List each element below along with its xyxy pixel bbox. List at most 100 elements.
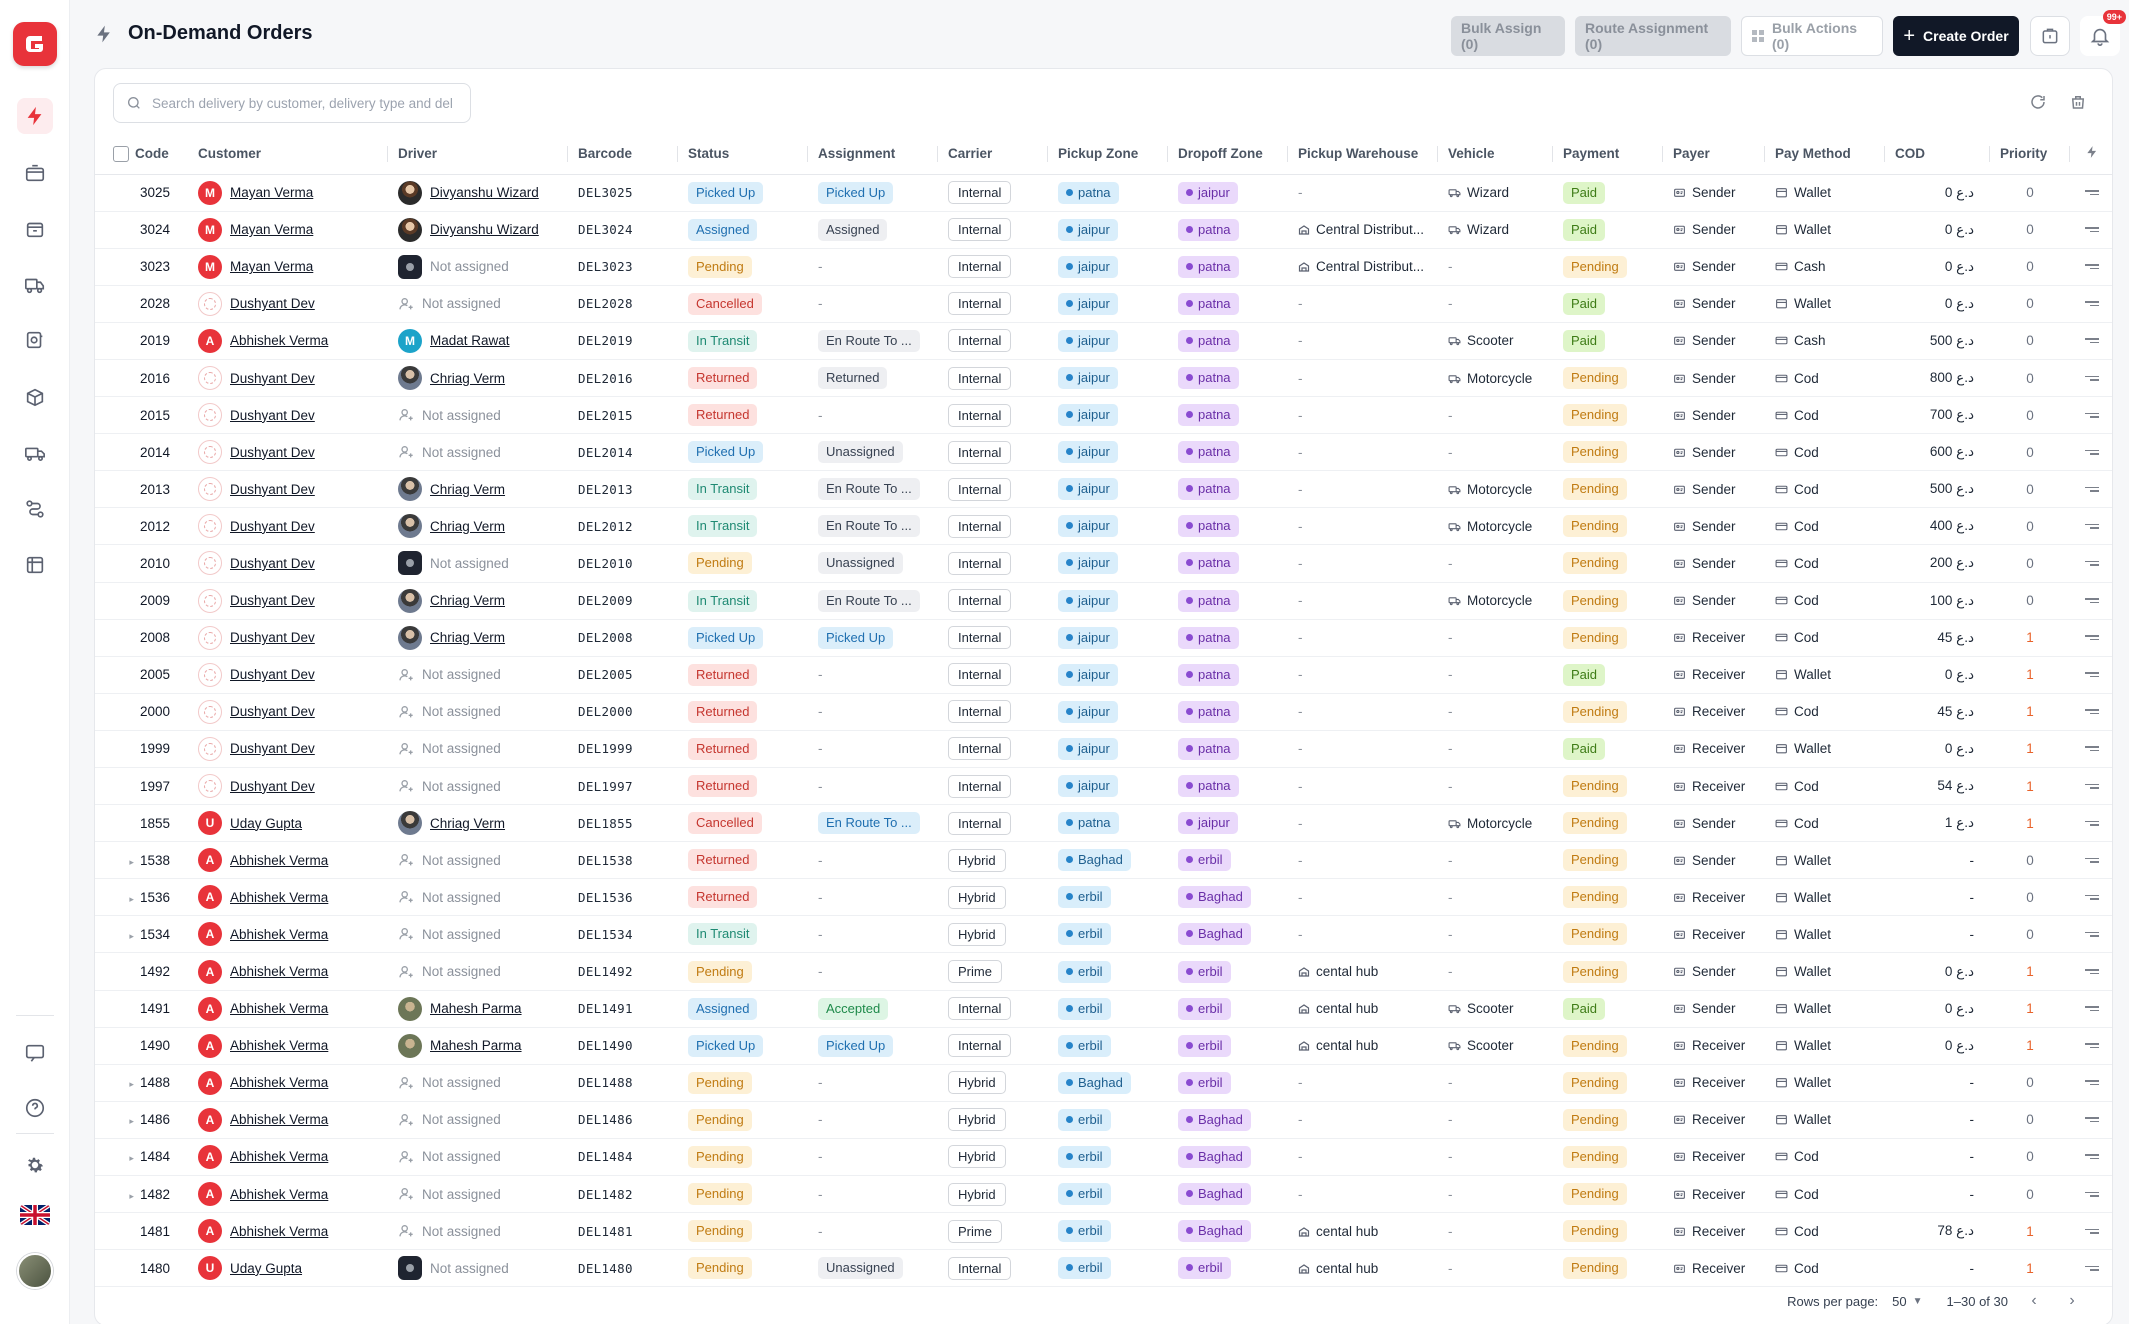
previous-page-chevron-left-icon[interactable]: ‹ [2031,1292,2037,1309]
expand-row-chevron-icon[interactable]: ▸ [129,893,134,904]
order-code[interactable]: 2012 [139,518,170,534]
search-input[interactable] [152,95,462,111]
driver-name-link[interactable]: Chriag Verm [430,518,506,534]
order-code[interactable]: 1534 [139,926,170,942]
order-code[interactable]: 2009 [139,593,170,609]
table-row[interactable]: 1491 A Abhishek Verma Mahesh Parma DEL1491 As… [95,990,2112,1028]
sidebar-reports-icon[interactable] [17,547,53,583]
sidebar-payments-icon[interactable] [17,322,53,358]
driver-name-link[interactable]: Madat Rawat [430,333,510,349]
row-menu-icon[interactable] [2085,930,2099,939]
notifications-bell-icon[interactable]: 99+ [2080,10,2126,56]
driver-name-link[interactable]: Chriag Verm [430,630,506,646]
order-code[interactable]: 1486 [139,1112,170,1128]
driver-name-link[interactable]: Chriag Verm [430,481,506,497]
column-header-priority[interactable]: Priority [1990,134,2070,175]
order-code[interactable]: 1536 [139,889,170,905]
customer-name-link[interactable]: Dushyant Dev [230,296,315,312]
table-row[interactable]: 1855 U Uday Gupta Chriag Verm DEL1855 Cancell… [95,804,2112,843]
customer-name-link[interactable]: Uday Gupta [230,1260,303,1276]
row-menu-icon[interactable] [2085,1041,2099,1050]
row-menu-icon[interactable] [2085,411,2099,420]
column-header-status[interactable]: Status [678,134,808,175]
expand-row-chevron-icon[interactable]: ▸ [129,1190,134,1201]
scan-package-icon[interactable] [2030,16,2070,56]
clear-filters-icon[interactable] [2063,87,2093,117]
order-code[interactable]: 2005 [139,667,170,683]
order-code[interactable]: 1997 [139,778,170,794]
row-menu-icon[interactable] [2085,1264,2099,1273]
customer-name-link[interactable]: Abhishek Verma [230,1112,329,1128]
sidebar-fleet-icon[interactable] [17,435,53,471]
column-header-pickup-zone[interactable]: Pickup Zone [1048,134,1168,175]
table-row[interactable]: 2005 Dushyant Dev Not assigned DEL2005 Retur… [95,656,2112,694]
table-row[interactable]: ▸ 1482 A Abhishek Verma Not assigned DEL1482 P… [95,1175,2112,1214]
table-row[interactable]: 1490 A Abhishek Verma Mahesh Parma DEL1490 Pi… [95,1027,2112,1065]
customer-name-link[interactable]: Uday Gupta [230,815,303,831]
row-menu-icon[interactable] [2085,262,2099,271]
column-header-payment[interactable]: Payment [1553,134,1663,175]
expand-row-chevron-icon[interactable]: ▸ [129,1079,134,1090]
order-code[interactable]: 2008 [139,630,170,646]
order-code[interactable]: 1492 [139,964,170,980]
table-row[interactable]: ▸ 1484 A Abhishek Verma Not assigned DEL1484 P… [95,1138,2112,1177]
order-code[interactable]: 1482 [139,1186,170,1202]
customer-name-link[interactable]: Abhishek Verma [230,889,329,905]
language-uk-flag-icon[interactable] [20,1205,50,1225]
table-row[interactable]: 2013 Dushyant Dev Chriag Verm DEL2013 In Tra… [95,470,2112,509]
driver-name-link[interactable]: Mahesh Parma [430,1001,522,1017]
table-row[interactable]: 2019 A Abhishek Verma M Madat Rawat DEL2019 In… [95,322,2112,360]
order-code[interactable]: 1855 [139,815,170,831]
order-code[interactable]: 1488 [139,1075,170,1091]
customer-name-link[interactable]: Abhishek Verma [230,333,329,349]
order-code[interactable]: 2014 [139,444,170,460]
table-row[interactable]: 2009 Dushyant Dev Chriag Verm DEL2009 In Tra… [95,582,2112,620]
sidebar-chat-icon[interactable] [17,1035,53,1071]
customer-name-link[interactable]: Dushyant Dev [230,555,315,571]
row-menu-icon[interactable] [2085,299,2099,308]
create-order-button[interactable]: + Create Order [1893,16,2019,56]
customer-name-link[interactable]: Dushyant Dev [230,518,315,534]
order-code[interactable]: 2010 [139,555,170,571]
search-box[interactable] [113,83,471,123]
table-row[interactable]: ▸ 1486 A Abhishek Verma Not assigned DEL1486 P… [95,1101,2112,1139]
sidebar-boxes-icon[interactable] [17,211,53,247]
order-code[interactable]: 1490 [139,1038,170,1054]
table-row[interactable]: 1997 Dushyant Dev Not assigned DEL1997 Retur… [95,767,2112,806]
row-menu-icon[interactable] [2085,856,2099,865]
order-code[interactable]: 1999 [139,741,170,757]
column-header-driver[interactable]: Driver [388,134,568,175]
row-menu-icon[interactable] [2085,596,2099,605]
table-row[interactable]: ▸ 1534 A Abhishek Verma Not assigned DEL1534 I… [95,915,2112,954]
order-code[interactable]: 2013 [139,481,170,497]
order-code[interactable]: 2019 [139,333,170,349]
row-menu-icon[interactable] [2085,819,2099,828]
row-menu-icon[interactable] [2085,336,2099,345]
order-code[interactable]: 2000 [139,704,170,720]
column-header-barcode[interactable]: Barcode [568,134,678,175]
order-code[interactable]: 2016 [139,370,170,386]
column-header-payer[interactable]: Payer [1663,134,1765,175]
customer-name-link[interactable]: Mayan Verma [230,259,314,275]
customer-name-link[interactable]: Dushyant Dev [230,593,315,609]
customer-name-link[interactable]: Dushyant Dev [230,704,315,720]
order-code[interactable]: 3025 [139,185,170,201]
table-row[interactable]: ▸ 1538 A Abhishek Verma Not assigned DEL1538 R… [95,841,2112,880]
table-row[interactable]: 1480 U Uday Gupta Not assigned DEL1480 Pendin… [95,1249,2112,1288]
customer-name-link[interactable]: Dushyant Dev [230,407,315,423]
customer-name-link[interactable]: Dushyant Dev [230,630,315,646]
table-row[interactable]: ▸ 1488 A Abhishek Verma Not assigned DEL1488 P… [95,1064,2112,1102]
driver-name-link[interactable]: Mahesh Parma [430,1038,522,1054]
customer-name-link[interactable]: Abhishek Verma [230,1038,329,1054]
table-row[interactable]: 2028 Dushyant Dev Not assigned DEL2028 Cance… [95,285,2112,323]
order-code[interactable]: 3023 [139,259,170,275]
row-menu-icon[interactable] [2085,225,2099,234]
driver-name-link[interactable]: Divyanshu Wizard [430,185,539,201]
row-menu-icon[interactable] [2085,893,2099,902]
table-row[interactable]: 1999 Dushyant Dev Not assigned DEL1999 Retur… [95,730,2112,769]
bulk-assign-button[interactable]: Bulk Assign (0) [1451,16,1565,56]
table-row[interactable]: 2008 Dushyant Dev Chriag Verm DEL2008 Picked… [95,619,2112,657]
table-row[interactable]: 2012 Dushyant Dev Chriag Verm DEL2012 In Tra… [95,507,2112,546]
select-all-checkbox[interactable] [113,145,129,162]
column-settings-bolt-icon[interactable] [2070,134,2112,175]
